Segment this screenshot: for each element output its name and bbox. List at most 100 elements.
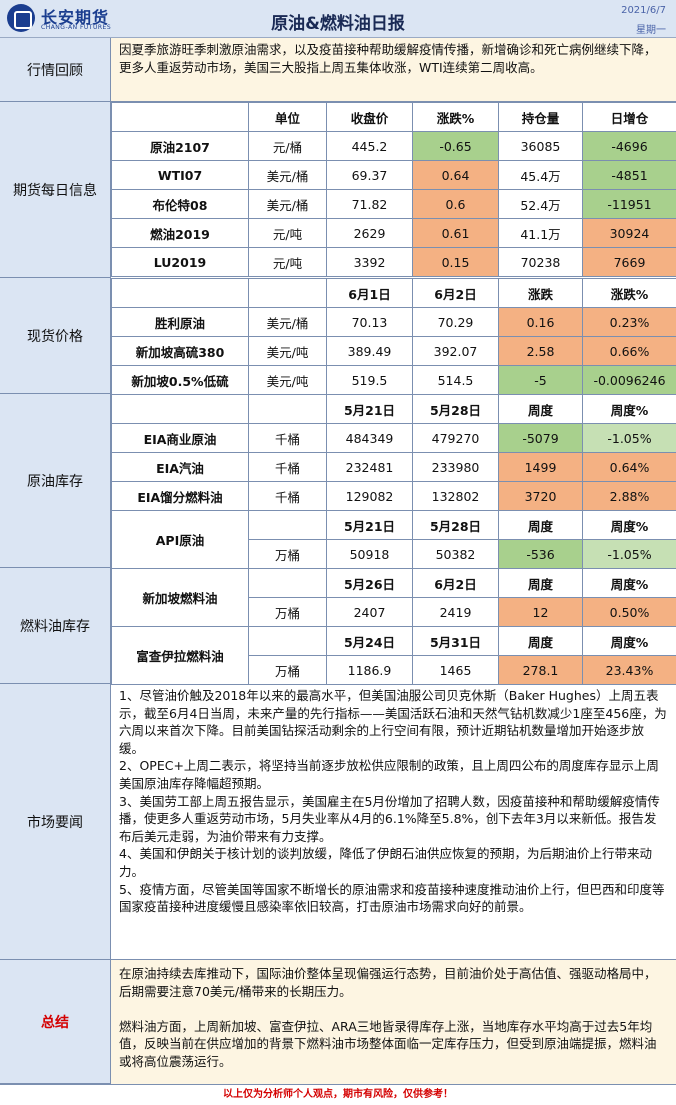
close-cell: 69.37 <box>327 161 413 190</box>
unit-cell: 美元/吨 <box>249 337 327 366</box>
header-cell: 涨跌 <box>499 279 583 308</box>
header-cell: 5月24日 <box>327 627 413 656</box>
stock-cell: 132802 <box>413 482 499 511</box>
change-cell: 0.64 <box>413 161 499 190</box>
news-list: 1、尽管油价触及2018年以来的最高水平，但美国油服公司贝克休斯（Baker H… <box>111 684 676 960</box>
table-row: EIA汽油 千桶 232481 233980 1499 0.64% <box>112 453 676 482</box>
change-cell: -5 <box>499 366 583 395</box>
summary-label: 总结 <box>0 960 111 1084</box>
inventory-name: EIA汽油 <box>112 453 249 482</box>
inventory-name: 新加坡燃料油 <box>112 569 249 627</box>
table-row: EIA馏分燃料油 千桶 129082 132802 3720 2.88% <box>112 482 676 511</box>
header-cell: 6月2日 <box>413 279 499 308</box>
header-cell: 5月31日 <box>413 627 499 656</box>
unit-cell: 元/吨 <box>249 248 327 277</box>
header-cell: 5月28日 <box>413 395 499 424</box>
table-header-row: 5月21日 5月28日 周度 周度% <box>112 395 676 424</box>
header-cell: 收盘价 <box>327 103 413 132</box>
change-cell: 0.15 <box>413 248 499 277</box>
inventory-name: 富查伊拉燃料油 <box>112 627 249 685</box>
change-cell: 0.61 <box>413 219 499 248</box>
report-header: 长安期货 CHANG-AN FUTURES 原油&燃料油日报 2021/6/7 … <box>0 0 676 38</box>
product-name: 新加坡0.5%低硫 <box>112 366 249 395</box>
header-cell <box>249 569 327 598</box>
table-row: EIA商业原油 千桶 484349 479270 -5079 -1.05% <box>112 424 676 453</box>
unit-cell: 千桶 <box>249 482 327 511</box>
header-cell <box>112 395 249 424</box>
stock-cell: 1186.9 <box>327 656 413 685</box>
stock-cell: 233980 <box>413 453 499 482</box>
report-title: 原油&燃料油日报 <box>0 9 676 34</box>
news-item: 4、美国和伊朗关于核计划的谈判放缓，降低了伊朗石油供应恢复的预期，为后期油价上行… <box>119 845 668 880</box>
change-cell: 0.16 <box>499 308 583 337</box>
open-interest-cell: 52.4万 <box>499 190 583 219</box>
unit-cell: 万桶 <box>249 598 327 627</box>
stock-cell: 1465 <box>413 656 499 685</box>
open-interest-cell: 41.1万 <box>499 219 583 248</box>
change-cell: 2.58 <box>499 337 583 366</box>
report-weekday: 星期一 <box>636 21 666 36</box>
contract-name: LU2019 <box>112 248 249 277</box>
futures-label: 期货每日信息 <box>0 102 111 278</box>
header-cell: 6月2日 <box>413 569 499 598</box>
unit-cell: 万桶 <box>249 656 327 685</box>
header-cell: 周度% <box>583 511 676 540</box>
inventory-name: API原油 <box>112 511 249 569</box>
weekly-pct-cell: 23.43% <box>583 656 676 685</box>
news-item: 3、美国劳工部上周五报告显示，美国雇主在5月份增加了招聘人数，因疫苗接种和帮助缓… <box>119 793 668 846</box>
stock-cell: 50918 <box>327 540 413 569</box>
contract-name: 原油2107 <box>112 132 249 161</box>
news-item: 5、疫情方面，尽管美国等国家不断增长的原油需求和疫苗接种速度推动油价上行，但巴西… <box>119 881 668 916</box>
fuel-stock-label: 燃料油库存 <box>0 568 111 684</box>
weekly-change-cell: 278.1 <box>499 656 583 685</box>
price-cell: 389.49 <box>327 337 413 366</box>
unit-cell: 元/吨 <box>249 219 327 248</box>
unit-cell: 千桶 <box>249 424 327 453</box>
header-cell: 周度 <box>499 511 583 540</box>
header-cell <box>249 395 327 424</box>
unit-cell: 美元/桶 <box>249 190 327 219</box>
header-cell: 5月28日 <box>413 511 499 540</box>
stock-cell: 129082 <box>327 482 413 511</box>
table-row: 原油2107 元/桶 445.2 -0.65 36085 -4696 <box>112 132 676 161</box>
header-cell: 5月21日 <box>327 511 413 540</box>
disclaimer: 以上仅为分析师个人观点，期市有风险，仅供参考！ <box>0 1084 676 1104</box>
change-pct-cell: -0.0096246 <box>583 366 676 395</box>
header-cell: 周度% <box>583 627 676 656</box>
price-cell: 70.29 <box>413 308 499 337</box>
product-name: 新加坡高硫380 <box>112 337 249 366</box>
weekly-change-cell: -536 <box>499 540 583 569</box>
daily-oi-change-cell: -4851 <box>583 161 676 190</box>
unit-cell: 美元/桶 <box>249 308 327 337</box>
stock-cell: 2407 <box>327 598 413 627</box>
weekly-pct-cell: 0.64% <box>583 453 676 482</box>
table-header-row: API原油 5月21日 5月28日 周度 周度% <box>112 511 676 540</box>
daily-oi-change-cell: -4696 <box>583 132 676 161</box>
header-cell <box>112 279 249 308</box>
daily-oi-change-cell: 7669 <box>583 248 676 277</box>
table-row: 胜利原油 美元/桶 70.13 70.29 0.16 0.23% <box>112 308 676 337</box>
table-row: 燃油2019 元/吨 2629 0.61 41.1万 30924 <box>112 219 676 248</box>
futures-table: 单位 收盘价 涨跌% 持仓量 日增仓 原油2107 元/桶 445.2 -0.6… <box>111 102 676 277</box>
table-row: WTI07 美元/桶 69.37 0.64 45.4万 -4851 <box>112 161 676 190</box>
unit-cell: 千桶 <box>249 453 327 482</box>
header-cell: 5月21日 <box>327 395 413 424</box>
spot-table: 6月1日 6月2日 涨跌 涨跌% 胜利原油 美元/桶 70.13 70.29 0… <box>111 278 676 395</box>
weekly-change-cell: 12 <box>499 598 583 627</box>
stock-cell: 479270 <box>413 424 499 453</box>
weekly-change-cell: 1499 <box>499 453 583 482</box>
daily-oi-change-cell: 30924 <box>583 219 676 248</box>
weekly-change-cell: -5079 <box>499 424 583 453</box>
header-cell: 持仓量 <box>499 103 583 132</box>
unit-cell: 美元/吨 <box>249 366 327 395</box>
summary-paragraph: 在原油持续去库推动下，国际油价整体呈现偏强运行态势，目前油价处于高估值、强驱动格… <box>119 965 668 1001</box>
news-item: 2、OPEC+上周二表示，将坚持当前逐步放松供应限制的政策，且上周四公布的周度库… <box>119 757 668 792</box>
unit-cell: 万桶 <box>249 540 327 569</box>
change-pct-cell: 0.66% <box>583 337 676 366</box>
header-cell: 周度 <box>499 569 583 598</box>
report-date: 2021/6/7 <box>621 5 666 16</box>
news-item: 1、尽管油价触及2018年以来的最高水平，但美国油服公司贝克休斯（Baker H… <box>119 687 668 757</box>
stock-cell: 2419 <box>413 598 499 627</box>
header-cell: 周度% <box>583 395 676 424</box>
news-label: 市场要闻 <box>0 684 111 960</box>
